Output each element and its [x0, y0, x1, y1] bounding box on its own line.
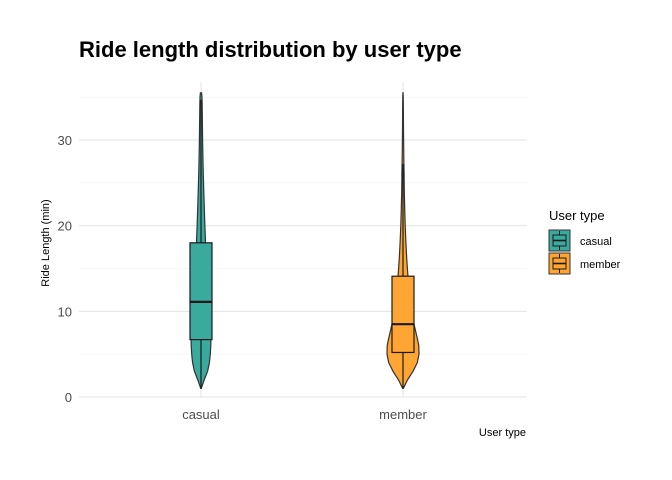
grid — [79, 82, 527, 398]
x-axis-ticks: casual member — [182, 407, 427, 422]
x-tick-label: casual — [182, 407, 220, 422]
legend-label-casual: casual — [580, 236, 612, 248]
legend: User type casual member — [548, 208, 621, 275]
chart-title: Ride length distribution by user type — [79, 37, 462, 62]
box-member — [391, 275, 415, 354]
y-tick-label: 0 — [65, 390, 72, 405]
y-axis-label: Ride Length (min) — [40, 199, 52, 286]
legend-label-member: member — [580, 259, 621, 271]
violins — [189, 92, 420, 390]
y-axis-ticks: 0 10 20 30 — [58, 133, 72, 405]
x-axis-label: User type — [479, 427, 526, 439]
y-tick-label: 20 — [58, 219, 72, 234]
legend-title: User type — [549, 208, 605, 223]
x-tick-label: member — [379, 407, 427, 422]
y-tick-label: 30 — [58, 133, 72, 148]
box-casual — [189, 242, 213, 341]
y-tick-label: 10 — [58, 304, 72, 319]
